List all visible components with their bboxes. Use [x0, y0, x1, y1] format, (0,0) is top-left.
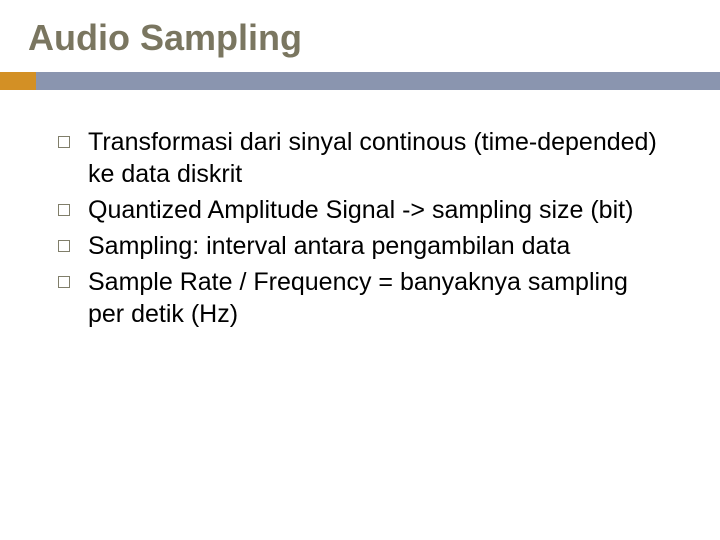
bullet-icon [58, 276, 70, 288]
bullet-icon [58, 204, 70, 216]
bullet-icon [58, 136, 70, 148]
list-item: Quantized Amplitude Signal -> sampling s… [58, 194, 670, 226]
divider-main [36, 72, 720, 90]
list-item: Sample Rate / Frequency = banyaknya samp… [58, 266, 670, 330]
bullet-text: Transformasi dari sinyal continous (time… [88, 126, 670, 190]
bullet-text: Quantized Amplitude Signal -> sampling s… [88, 194, 670, 226]
content-area: Transformasi dari sinyal continous (time… [28, 90, 692, 330]
slide-container: Audio Sampling Transformasi dari sinyal … [0, 0, 720, 540]
divider-accent [0, 72, 36, 90]
bullet-icon [58, 240, 70, 252]
bullet-text: Sample Rate / Frequency = banyaknya samp… [88, 266, 670, 330]
list-item: Transformasi dari sinyal continous (time… [58, 126, 670, 190]
bullet-text: Sampling: interval antara pengambilan da… [88, 230, 670, 262]
divider-bar [0, 72, 720, 90]
list-item: Sampling: interval antara pengambilan da… [58, 230, 670, 262]
slide-title: Audio Sampling [28, 18, 692, 58]
